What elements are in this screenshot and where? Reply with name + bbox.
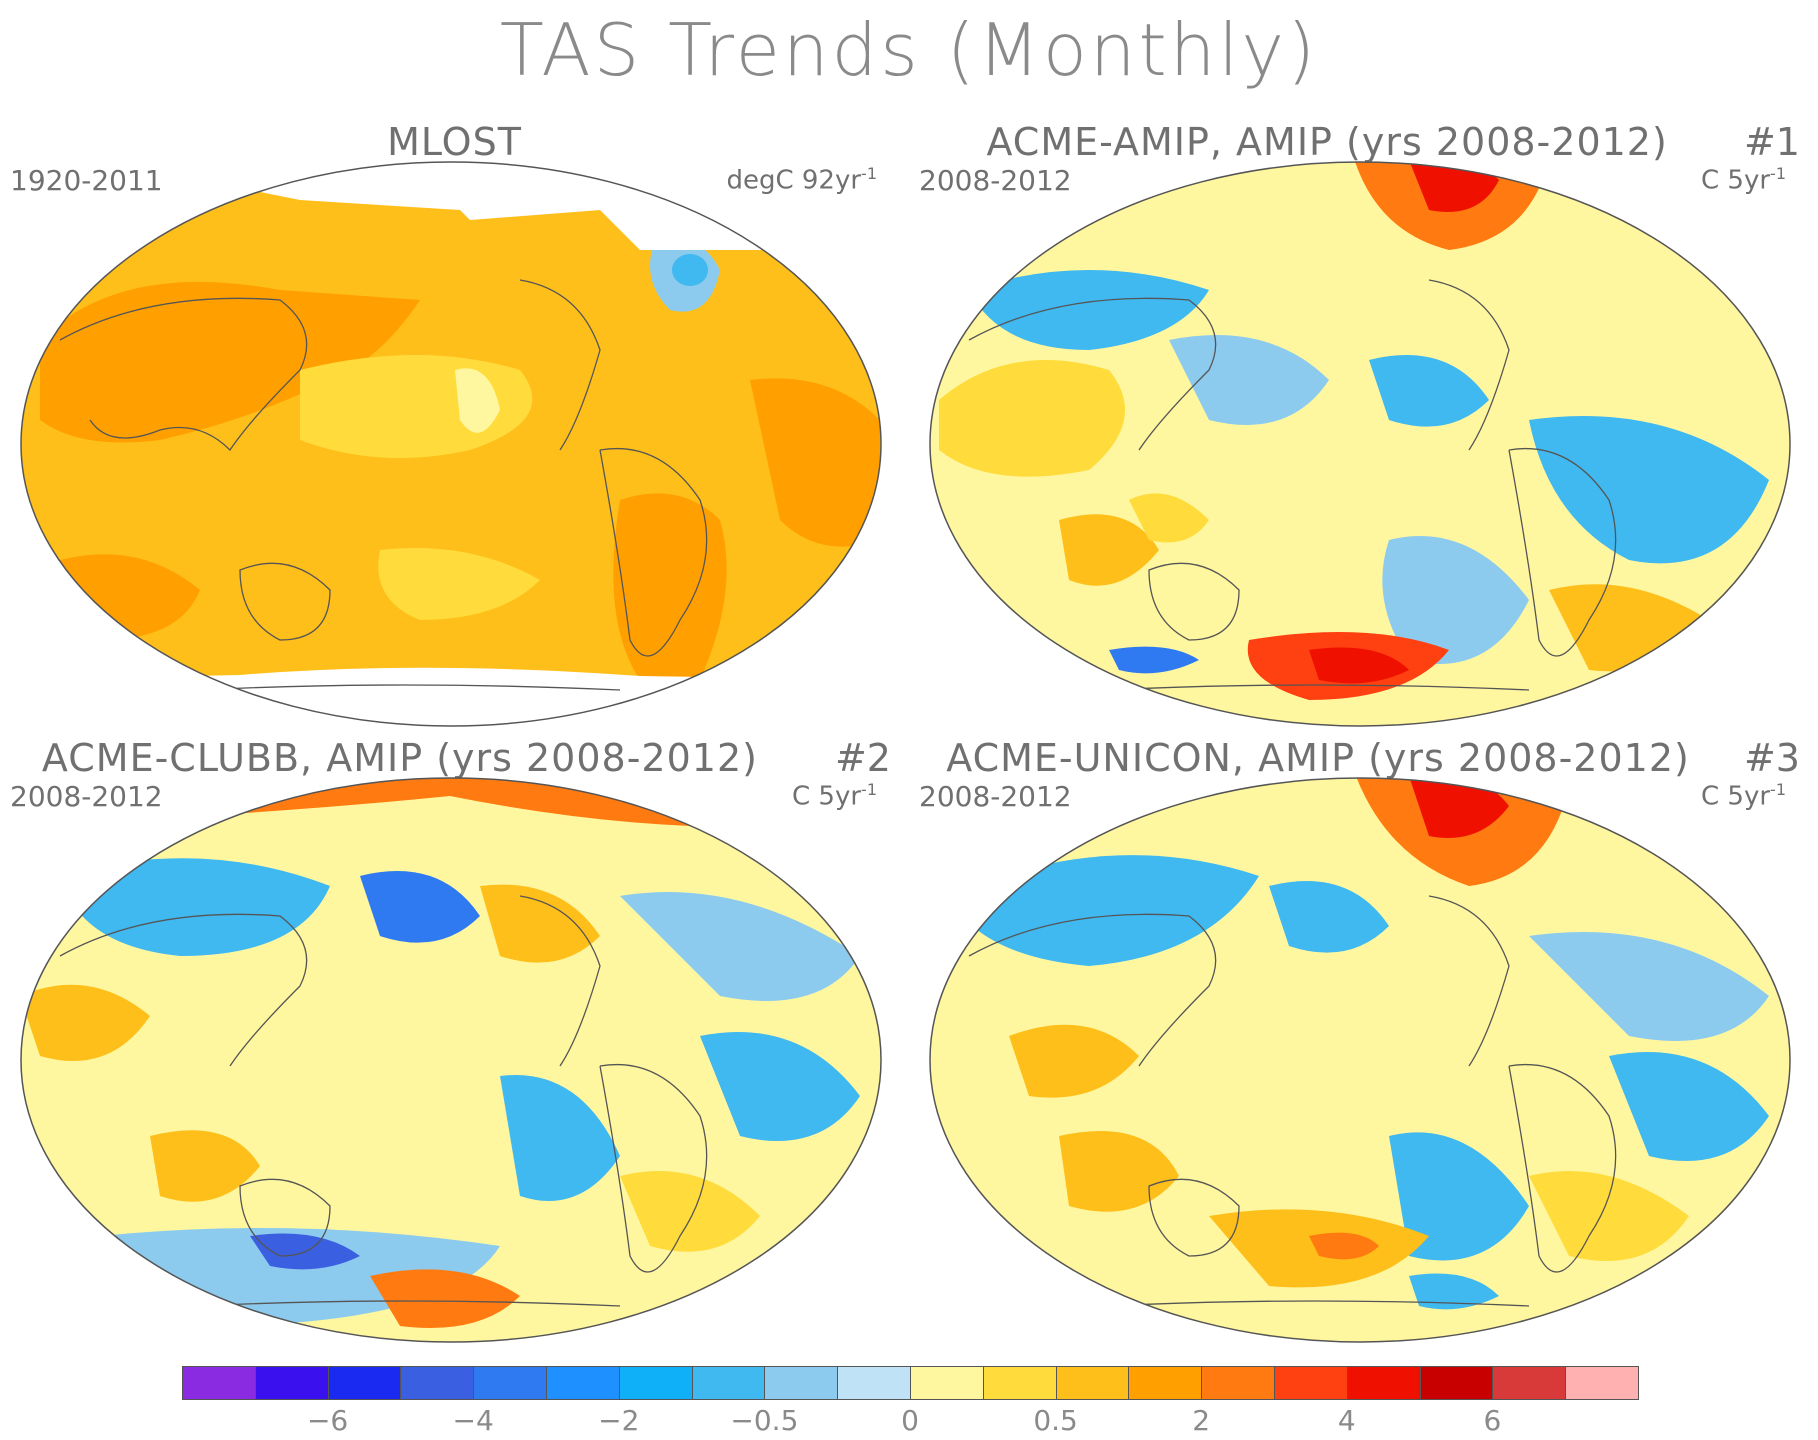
colorbar-tick-label: −0.5 bbox=[730, 1404, 799, 1437]
colorbar-swatch bbox=[1419, 1366, 1494, 1400]
warm-region bbox=[370, 1269, 520, 1328]
warm-region bbox=[939, 360, 1125, 477]
colorbar-tick-label: −4 bbox=[452, 1404, 494, 1437]
panel-number: #1 bbox=[1743, 120, 1800, 164]
cooling-region bbox=[620, 892, 860, 1001]
warm-region bbox=[1529, 1171, 1689, 1261]
cooling-region bbox=[455, 368, 500, 433]
colorbar-swatch bbox=[910, 1366, 984, 1400]
cooling-region bbox=[360, 871, 480, 943]
map-acme-amip bbox=[929, 161, 1791, 727]
map-acme-clubb bbox=[20, 777, 882, 1343]
colorbar-swatch bbox=[618, 1366, 693, 1400]
panel-units: degC 92yr-1 bbox=[726, 164, 877, 196]
cooling-region bbox=[1609, 1052, 1769, 1161]
cooling-region bbox=[700, 1032, 860, 1141]
map-panel-acme-clubb: ACME-CLUBB, AMIP (yrs 2008-2012) #2 2008… bbox=[0, 736, 909, 1352]
cooling-region bbox=[1169, 335, 1329, 425]
panel-title: ACME-CLUBB, AMIP (yrs 2008-2012) bbox=[41, 736, 758, 780]
colorbar: −6 −4 −2 −0.5 0 0.5 2 4 6 bbox=[182, 1366, 1639, 1438]
coastlines bbox=[968, 895, 1617, 1307]
warm-region bbox=[480, 884, 600, 963]
cooling-region bbox=[500, 1075, 620, 1201]
colorbar-swatch bbox=[1565, 1366, 1639, 1400]
coastlines bbox=[59, 279, 708, 691]
colorbar-tick-label: −6 bbox=[306, 1404, 349, 1437]
colorbar-swatch bbox=[1274, 1366, 1348, 1400]
figure-title: TAS Trends (Monthly) bbox=[499, 8, 1319, 92]
colorbar-swatch bbox=[1128, 1366, 1203, 1400]
missing-data bbox=[21, 162, 881, 250]
cooling-region bbox=[1109, 646, 1199, 674]
map-panel-mlost: MLOST 1920-2011 degC 92yr-1 bbox=[0, 120, 909, 736]
warm-region bbox=[1059, 514, 1159, 586]
panel-units: C 5yr-1 bbox=[1701, 164, 1786, 196]
panel-units: C 5yr-1 bbox=[792, 780, 877, 812]
colorbar-swatch bbox=[691, 1366, 766, 1400]
warm-region bbox=[21, 984, 150, 1061]
warm-region bbox=[613, 493, 727, 680]
colorbar-swatch bbox=[837, 1366, 911, 1400]
colorbar-swatch bbox=[1492, 1366, 1567, 1400]
panel-period: 2008-2012 bbox=[919, 780, 1072, 813]
warm-region bbox=[1309, 1232, 1379, 1260]
colorbar-swatch bbox=[764, 1366, 839, 1400]
panel-title: ACME-AMIP, AMIP (yrs 2008-2012) bbox=[986, 120, 1668, 164]
map-panel-acme-unicon: ACME-UNICON, AMIP (yrs 2008-2012) #3 200… bbox=[909, 736, 1818, 1352]
cooling-region bbox=[1409, 1273, 1499, 1310]
cooling-region bbox=[969, 270, 1209, 350]
coastlines bbox=[968, 279, 1617, 691]
colorbar-tick-label: 4 bbox=[1337, 1404, 1356, 1437]
warm-region bbox=[1309, 647, 1409, 684]
colorbar-swatch bbox=[1346, 1366, 1421, 1400]
map-mlost bbox=[20, 161, 882, 727]
warm-region bbox=[150, 1130, 260, 1202]
warm-region bbox=[1009, 1024, 1139, 1098]
colorbar-tick-label: 6 bbox=[1483, 1404, 1502, 1437]
colorbar-tick-label: 2 bbox=[1192, 1404, 1211, 1437]
panel-period: 2008-2012 bbox=[10, 780, 163, 813]
cooling-region bbox=[1369, 355, 1489, 427]
colorbar-swatch bbox=[182, 1366, 256, 1400]
colorbar-swatch bbox=[254, 1366, 329, 1400]
map-acme-unicon bbox=[929, 777, 1791, 1343]
panel-units: C 5yr-1 bbox=[1701, 780, 1786, 812]
cooling-region bbox=[1389, 1132, 1529, 1261]
cooling-region bbox=[60, 858, 330, 956]
map-panel-acme-amip: ACME-AMIP, AMIP (yrs 2008-2012) #1 2008-… bbox=[909, 120, 1818, 736]
colorbar-tick-label: −2 bbox=[598, 1404, 640, 1437]
panel-number: #3 bbox=[1743, 736, 1800, 780]
colorbar-swatch bbox=[473, 1366, 547, 1400]
cooling-region bbox=[1382, 536, 1529, 664]
cooling-region bbox=[1529, 932, 1769, 1041]
colorbar-tick-label: 0 bbox=[901, 1404, 919, 1437]
colorbar-swatch bbox=[1201, 1366, 1275, 1400]
colorbar-swatch bbox=[982, 1366, 1057, 1400]
cooling-region bbox=[1529, 416, 1769, 564]
panel-period: 2008-2012 bbox=[919, 164, 1072, 197]
warm-region bbox=[750, 378, 880, 547]
colorbar-swatch bbox=[327, 1366, 402, 1400]
colorbar-swatch bbox=[546, 1366, 620, 1400]
panel-title: ACME-UNICON, AMIP (yrs 2008-2012) bbox=[946, 736, 1690, 780]
warm-region bbox=[1129, 493, 1209, 543]
panel-number: #2 bbox=[834, 736, 891, 780]
colorbar-swatch bbox=[400, 1366, 475, 1400]
panel-period: 1920-2011 bbox=[10, 164, 163, 197]
warm-region bbox=[620, 1171, 760, 1252]
coastlines bbox=[59, 895, 708, 1307]
panel-title: MLOST bbox=[387, 120, 522, 164]
weak-warming-region bbox=[378, 548, 540, 620]
cooling-region bbox=[1269, 881, 1389, 953]
colorbar-tick-label: 0.5 bbox=[1033, 1404, 1078, 1437]
colorbar-swatch bbox=[1055, 1366, 1130, 1400]
warm-region bbox=[40, 281, 420, 443]
